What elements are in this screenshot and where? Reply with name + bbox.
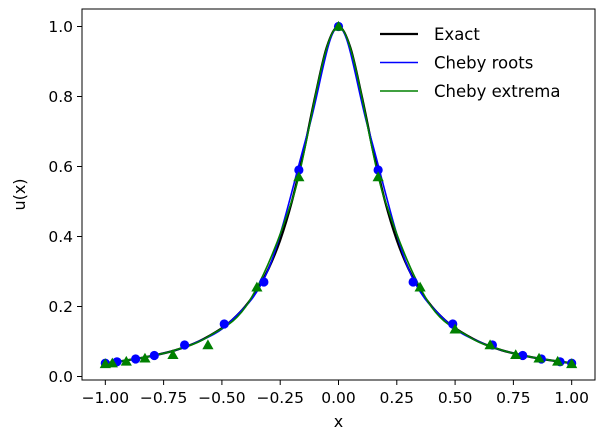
y-tick-label: 0.8 <box>48 88 73 106</box>
legend: Exact Cheby roots Cheby extrema <box>380 25 560 101</box>
y-tick-label: 1.0 <box>48 18 73 36</box>
x-tick-label: 0.50 <box>438 389 473 407</box>
legend-entry-cheby-roots-label: Cheby roots <box>434 54 533 73</box>
y-tick-label: 0.0 <box>48 368 73 386</box>
cheby-extrema-point <box>106 357 118 368</box>
x-tick-label: −1.00 <box>82 389 130 407</box>
x-tick-label: 0.00 <box>321 389 356 407</box>
cheby-roots-point <box>294 165 304 175</box>
cheby-extrema-point <box>251 281 263 292</box>
cheby-extrema-series-line <box>105 25 572 364</box>
cheby-extrema-point <box>167 349 179 359</box>
cheby-roots-point <box>408 277 418 287</box>
x-axis-label: x <box>334 412 343 431</box>
cheby-extrema-point <box>510 349 522 359</box>
cheby-extrema-point <box>414 281 426 292</box>
cheby-roots-point <box>131 354 141 364</box>
x-tick-label: −0.25 <box>256 389 304 407</box>
cheby-extrema-point <box>293 171 305 182</box>
cheby-extrema-point <box>332 20 345 31</box>
x-tick-label: 0.25 <box>380 389 415 407</box>
cheby-extrema-point <box>566 358 578 369</box>
x-tick-label: 0.75 <box>496 389 531 407</box>
y-tick-label: 0.6 <box>48 158 73 176</box>
y-tick-label: 0.4 <box>48 228 73 246</box>
cheby-extrema-point <box>552 355 564 366</box>
cheby-roots-point <box>219 319 229 329</box>
cheby-roots-series-line <box>106 25 571 364</box>
exact-series-line <box>105 25 572 365</box>
x-tick-label: −0.75 <box>140 389 188 407</box>
cheby-extrema-point <box>120 355 132 366</box>
legend-entry-exact-label: Exact <box>434 25 480 44</box>
cheby-extrema-point <box>449 323 461 334</box>
x-tick-label: 1.00 <box>554 389 589 407</box>
cheby-extrema-point <box>484 339 496 350</box>
series-layer <box>105 25 572 365</box>
y-tick-label: 0.2 <box>48 298 73 316</box>
cheby-roots-point <box>259 277 269 287</box>
cheby-roots-point <box>373 165 383 175</box>
marker-layer <box>99 20 578 369</box>
cheby-roots-point <box>149 350 159 361</box>
y-axis-label: u(x) <box>10 178 29 210</box>
y-axis: 0.0 0.2 0.4 0.6 0.8 1.0 <box>48 18 82 386</box>
cheby-extrema-point <box>372 171 384 182</box>
cheby-roots-point <box>180 340 190 350</box>
x-tick-label: −0.50 <box>198 389 246 407</box>
cheby-extrema-point <box>202 339 214 350</box>
cheby-extrema-point <box>139 352 151 363</box>
cheby-extrema-point <box>533 352 545 363</box>
legend-entry-cheby-extrema-label: Cheby extrema <box>434 82 560 101</box>
x-axis: −1.00 −0.75 −0.50 −0.25 0.00 0.25 0.50 0.75 1.00 <box>82 380 589 407</box>
